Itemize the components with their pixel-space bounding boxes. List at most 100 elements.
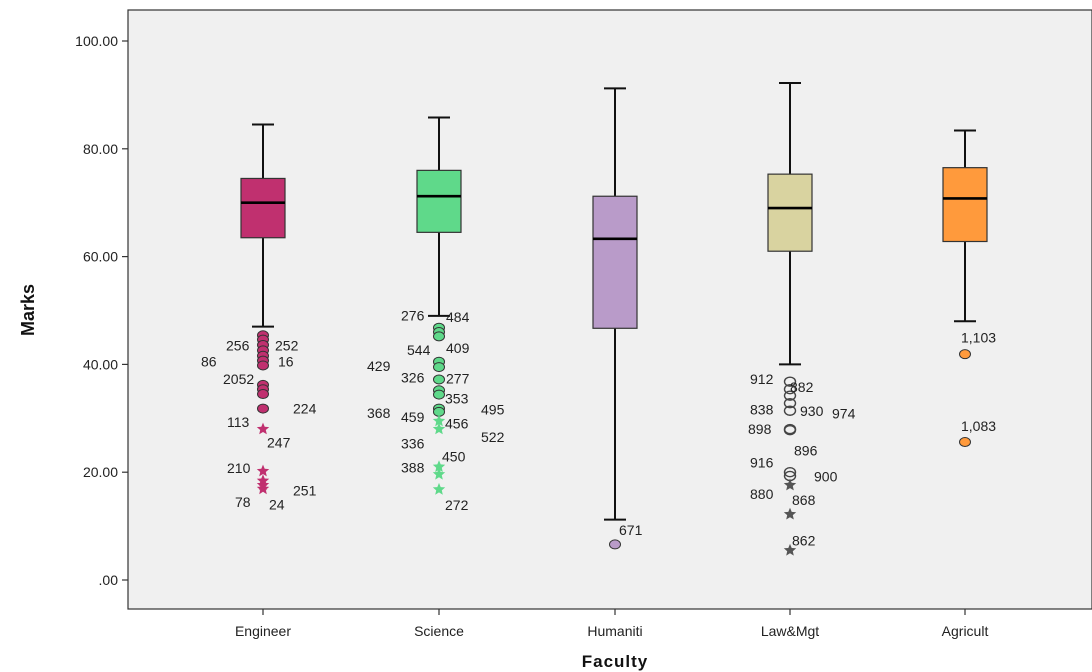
outlier-label-science-368: 368 [367, 405, 391, 421]
outlier-label-law-mgt-974: 974 [832, 405, 856, 421]
outlier-label-science-353: 353 [445, 390, 469, 406]
outlier-label-engineer-113: 113 [227, 414, 250, 430]
outlier-star-science-3 [432, 467, 446, 480]
outlier-star-engineer-1 [256, 464, 270, 477]
x-tick-label-science: Science [414, 623, 464, 639]
outlier-star-science-4 [432, 482, 446, 495]
outlier-label-science-484: 484 [446, 309, 470, 325]
iqr-box-law-mgt [767, 173, 813, 252]
outlier-label-engineer-247: 247 [267, 435, 291, 451]
outlier-circle-engineer-6 [257, 360, 269, 371]
y-axis-title: Marks [18, 284, 38, 336]
y-tick-label-100-00: 100.00 [75, 33, 118, 49]
y-tick-label-00: .00 [99, 572, 119, 588]
outlier-circle-law-mgt-7 [783, 467, 797, 478]
outlier-label-science-336: 336 [401, 436, 425, 452]
box-engineer [240, 123, 286, 328]
outlier-star-science-2 [432, 460, 446, 473]
outlier-label-science-450: 450 [442, 449, 466, 465]
outlier-label-law-mgt-898: 898 [748, 421, 772, 437]
y-tick-label-40-00: 40.00 [83, 356, 118, 372]
outlier-label-law-mgt-912: 912 [750, 371, 774, 387]
outlier-label-law-mgt-896: 896 [794, 443, 818, 459]
iqr-box-engineer [240, 177, 286, 239]
outlier-star-science-0 [432, 414, 446, 427]
outlier-circle-law-mgt-4 [783, 405, 797, 416]
outlier-star-law-mgt-0 [783, 478, 797, 491]
outlier-circle-law-mgt-2 [783, 390, 797, 401]
x-axis-title: Faculty [582, 652, 649, 671]
y-tick-label-60-00: 60.00 [83, 249, 118, 265]
outlier-label-science-459: 459 [401, 409, 425, 425]
y-tick-label-80-00: 80.00 [83, 141, 118, 157]
outlier-label-engineer-251: 251 [293, 483, 317, 499]
x-tick-label-humaniti: Humaniti [587, 623, 642, 639]
outlier-label-law-mgt-838: 838 [750, 402, 774, 418]
outlier-label-engineer-24: 24 [269, 497, 285, 513]
outlier-label-engineer-2052: 2052 [223, 371, 254, 387]
outlier-circle-law-mgt-6 [783, 424, 797, 436]
outlier-label-engineer-256: 256 [226, 338, 250, 354]
outlier-circle-engineer-9 [257, 389, 269, 400]
outlier-label-science-276: 276 [401, 307, 425, 323]
outlier-circle-agricult-0 [959, 349, 971, 360]
iqr-box-humaniti [592, 195, 638, 329]
outlier-label-science-495: 495 [481, 402, 505, 418]
outlier-label-science-272: 272 [445, 497, 469, 513]
outlier-star-law-mgt-1 [783, 507, 797, 520]
outlier-label-engineer-252: 252 [275, 338, 299, 354]
outlier-label-law-mgt-882: 882 [790, 379, 814, 395]
outlier-circle-science-5 [433, 374, 445, 385]
outlier-series [256, 322, 971, 556]
outlier-label-law-mgt-862: 862 [792, 533, 816, 549]
outlier-label-law-mgt-868: 868 [792, 492, 816, 508]
outlier-label-engineer-224: 224 [293, 401, 317, 417]
outlier-circle-humaniti-0 [609, 539, 621, 550]
outlier-label-engineer-78: 78 [235, 494, 251, 510]
outlier-star-law-mgt-2 [783, 543, 797, 556]
outlier-label-science-388: 388 [401, 459, 425, 475]
outlier-star-engineer-4 [256, 482, 270, 495]
outlier-labels: 256 252 86 16 2052 224 113 247 210 251 78 24 276 484 5… [201, 307, 996, 548]
outlier-label-agricult-1-083: 1,083 [961, 418, 996, 434]
outlier-label-science-409: 409 [446, 340, 470, 356]
outlier-circle-law-mgt-0 [783, 376, 797, 387]
outlier-label-science-456: 456 [445, 416, 469, 432]
outlier-circle-science-7 [433, 389, 445, 400]
box-science [416, 116, 462, 317]
outlier-star-science-1 [432, 422, 446, 435]
x-tick-label-law-mgt: Law&Mgt [761, 623, 819, 639]
iqr-box-science [416, 169, 462, 233]
outlier-label-law-mgt-880: 880 [750, 486, 774, 502]
outlier-circle-engineer-10 [257, 403, 269, 414]
outlier-label-science-429: 429 [367, 358, 391, 374]
outlier-label-engineer-16: 16 [278, 354, 294, 370]
outlier-label-science-522: 522 [481, 429, 505, 445]
outlier-circle-agricult-1 [959, 437, 971, 448]
outlier-label-science-326: 326 [401, 369, 425, 385]
box-series [240, 82, 988, 521]
outlier-label-engineer-210: 210 [227, 460, 251, 476]
x-axis: Engineer Science Humaniti Law&Mgt Agricult [235, 609, 988, 639]
outlier-label-engineer-86: 86 [201, 354, 217, 370]
outlier-star-engineer-0 [256, 422, 270, 435]
outlier-label-science-277: 277 [446, 370, 470, 386]
iqr-box-agricult [942, 167, 988, 243]
box-humaniti [592, 87, 638, 521]
x-tick-label-agricult: Agricult [942, 623, 989, 639]
outlier-label-agricult-1-103: 1,103 [961, 329, 996, 345]
outlier-circle-science-4 [433, 362, 445, 373]
y-tick-label-20-00: 20.00 [83, 464, 118, 480]
outlier-circle-law-mgt-1 [783, 383, 797, 395]
outlier-label-humaniti-671: 671 [619, 522, 643, 538]
x-tick-label-engineer: Engineer [235, 623, 291, 639]
outlier-label-law-mgt-916: 916 [750, 454, 774, 470]
outlier-circle-law-mgt-3 [783, 398, 797, 409]
outlier-label-science-544: 544 [407, 342, 431, 358]
outlier-label-law-mgt-900: 900 [814, 469, 838, 485]
box-law-mgt [767, 82, 813, 366]
box-agricult [942, 129, 988, 323]
outlier-circle-science-2 [433, 331, 445, 342]
